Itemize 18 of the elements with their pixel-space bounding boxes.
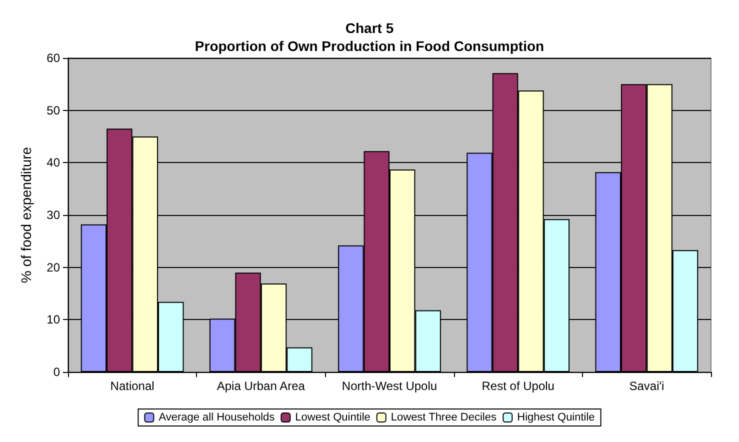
legend-label: Lowest Three Deciles <box>390 412 497 424</box>
y-axis-title: % of food expenditure <box>18 146 34 284</box>
x-tick-label: Savai'i <box>629 379 664 393</box>
x-tick-label: National <box>110 379 154 393</box>
x-tick-label: Apia Urban Area <box>216 379 306 393</box>
y-tick-label: 30 <box>46 208 60 222</box>
y-tick-label: 50 <box>46 103 60 118</box>
legend-label: Highest Quintile <box>517 412 595 424</box>
chart-title: Chart 5 Proportion of Own Production in Food Consumption <box>194 20 544 54</box>
y-tick-label: 10 <box>46 312 60 327</box>
y-tick-label: 60 <box>46 51 60 65</box>
y-tick-label: 20 <box>46 260 60 274</box>
x-tick-label: North-West Upolu <box>342 379 438 393</box>
y-tick-label: 0 <box>53 365 60 379</box>
y-tick-label: 40 <box>46 156 60 170</box>
legend-label: Lowest Quintile <box>295 412 370 424</box>
legend-label: Average all Households <box>158 412 276 424</box>
x-tick-label: Rest of Upolu <box>482 379 554 393</box>
